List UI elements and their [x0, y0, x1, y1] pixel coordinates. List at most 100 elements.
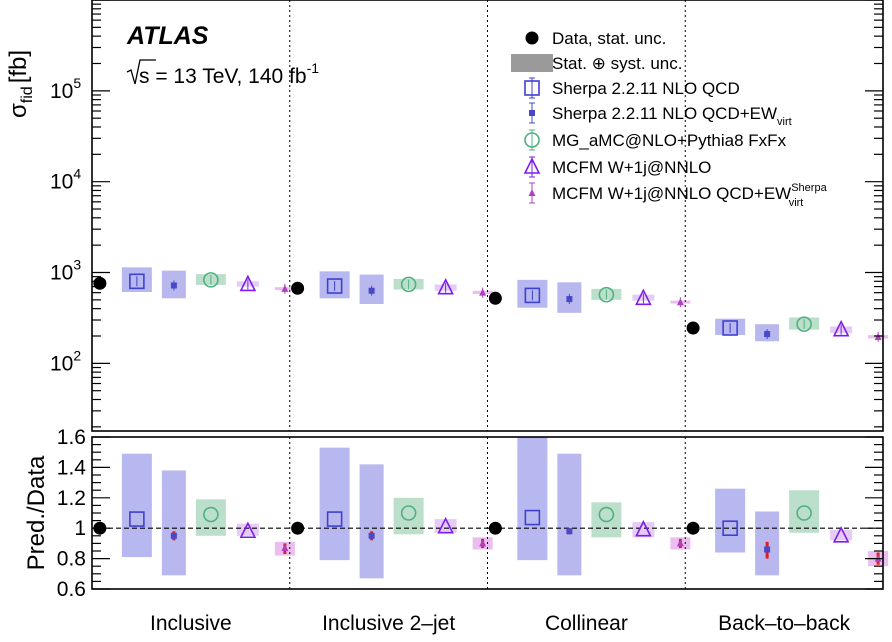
legend-label: MCFM W+1j@NNLO [552, 158, 711, 177]
sherpa_ew-ratio-band [359, 464, 384, 579]
legend-marker [524, 80, 540, 96]
mcfm-point [437, 277, 454, 295]
mcfm-ratio-point [239, 521, 257, 539]
sqrt-symbol [126, 59, 156, 85]
sherpa-ratio-point [722, 520, 738, 537]
legend-label: Sherpa 2.2.11 NLO QCD+EWvirt [552, 104, 792, 128]
upper-tick-label: 103 [50, 257, 81, 285]
upper-panel-bands [121, 267, 889, 342]
legend-label-text: Sherpa 2.2.11 NLO QCD+EW [552, 104, 777, 123]
energy-lumi-label: s = 13 TeV, 140 fb-1 [126, 59, 319, 88]
upper-tick-exponent: 2 [73, 347, 81, 363]
upper-tick-base: 10 [50, 262, 73, 285]
upper-tick-exponent: 4 [73, 166, 81, 182]
mg-ratio-point [598, 506, 615, 523]
mg-point [796, 316, 812, 332]
mcfm-ratio-band [830, 529, 853, 541]
svg-text:s = 13 TeV, 140 fb-1: s = 13 TeV, 140 fb-1 [139, 60, 319, 88]
legend-label-text: MCFM W+1j@NNLO [552, 158, 711, 177]
lower-y-axis-label: Pred./Data [23, 455, 50, 570]
upper-y-axis-label: σfid [fb] [5, 50, 36, 118]
legend: Data, stat. unc. Stat. ⊕ syst. unc. Sherpa… [511, 29, 828, 209]
upper-tick-label: 105 [50, 75, 81, 103]
lower-tick-label: 1.2 [57, 487, 86, 510]
sherpa-ratio-point [524, 509, 541, 526]
sherpa_ew-ratio-point [368, 532, 375, 539]
data-point [93, 276, 107, 290]
sherpa-ratio-band [121, 453, 152, 558]
legend-marker [524, 132, 540, 148]
sigma-unit: [fb] [5, 50, 32, 83]
sherpa_ew-ratio-point [764, 546, 771, 553]
data-point [686, 321, 700, 335]
legend-label-text: MG_aMC@NLO+Pythia8 FxFx [552, 131, 787, 150]
sigma-symbol: σ [5, 103, 32, 118]
legend-label-subscript: virt [777, 116, 792, 128]
data-ratio-point [686, 521, 700, 535]
sherpa-ratio-point [326, 511, 343, 527]
data-point [488, 291, 502, 305]
sherpa-point [722, 320, 738, 336]
legend-label-text: Sherpa 2.2.11 NLO QCD [552, 79, 740, 98]
mcfm_ew-ratio-point [479, 539, 487, 547]
upper-tick-exponent: 3 [73, 257, 81, 273]
mcfm_ew-ratio-point [281, 543, 289, 551]
mcfm-ratio-point [635, 519, 652, 537]
mcfm-point [239, 274, 257, 292]
mcfm-point [635, 288, 652, 306]
upper-tick-exponent: 5 [73, 75, 81, 91]
sherpa-ratio-band [319, 447, 350, 561]
legend-label: Data, stat. unc. [552, 29, 666, 48]
sherpa_ew-ratio-point [170, 532, 177, 539]
legend-label: MCFM W+1j@NNLO QCD+EWSherpa virt [552, 182, 828, 209]
legend-label-text: Stat. ⊕ syst. unc. [552, 54, 682, 73]
energy-lumi-exponent: -1 [307, 60, 320, 76]
sherpa_ew-ratio-band [161, 470, 186, 576]
legend-label: Stat. ⊕ syst. unc. [552, 54, 682, 73]
sherpa_ew-point [368, 287, 375, 294]
upper-tick-base: 10 [50, 80, 73, 103]
lower-tick-label: 1.6 [57, 426, 86, 449]
sherpa_ew-ratio-band [557, 453, 582, 576]
legend-label-subscript: virt [789, 197, 804, 209]
upper-tick-label: 102 [50, 347, 81, 375]
sherpa_ew-ratio-point [566, 528, 573, 535]
sherpa-point [326, 278, 343, 294]
mg-point [400, 276, 417, 293]
upper-panel-markers [93, 272, 882, 343]
lower-tick-label: 0.8 [57, 548, 86, 571]
category-label: Collinear [545, 612, 628, 635]
sherpa-ratio-band [517, 437, 548, 561]
mcfm_ew-ratio-point [676, 539, 684, 547]
mg-point [598, 286, 615, 303]
upper-tick-label: 104 [50, 166, 81, 194]
mg-ratio-point [400, 505, 417, 521]
mcfm_ew-point [676, 298, 684, 306]
mcfm-ratio-point [832, 526, 850, 543]
sherpa-ratio-point [129, 511, 145, 527]
upper-tick-base: 10 [50, 352, 73, 375]
mg-ratio-band [789, 490, 820, 533]
mcfm-ratio-band [434, 519, 457, 533]
lower-panel-bands [121, 437, 889, 579]
mg-point [203, 272, 219, 288]
atlas-label: ATLAS [126, 22, 209, 50]
mcfm-point [832, 319, 850, 337]
legend-marker [529, 110, 535, 116]
legend-label-superscript: Sherpa [791, 182, 827, 194]
sherpa_ew-point [764, 331, 771, 338]
category-label: Back–to–back [718, 612, 850, 635]
legend-label: MG_aMC@NLO+Pythia8 FxFx [552, 131, 787, 150]
legend-marker [528, 189, 536, 196]
legend-syst-swatch [511, 54, 553, 72]
category-label: Inclusive 2–jet [322, 612, 455, 635]
mcfm-ratio-band [236, 523, 259, 536]
sigma-subscript: fid [19, 86, 36, 103]
upper-panel-frame [91, 0, 884, 432]
legend-label: Sherpa 2.2.11 NLO QCD [552, 79, 740, 98]
mg-ratio-band [195, 499, 226, 536]
data-ratio-point [488, 521, 502, 535]
data-ratio-point [291, 521, 305, 535]
sherpa-point [524, 287, 541, 304]
legend-label-text: MCFM W+1j@NNLO QCD+EW [552, 184, 791, 203]
